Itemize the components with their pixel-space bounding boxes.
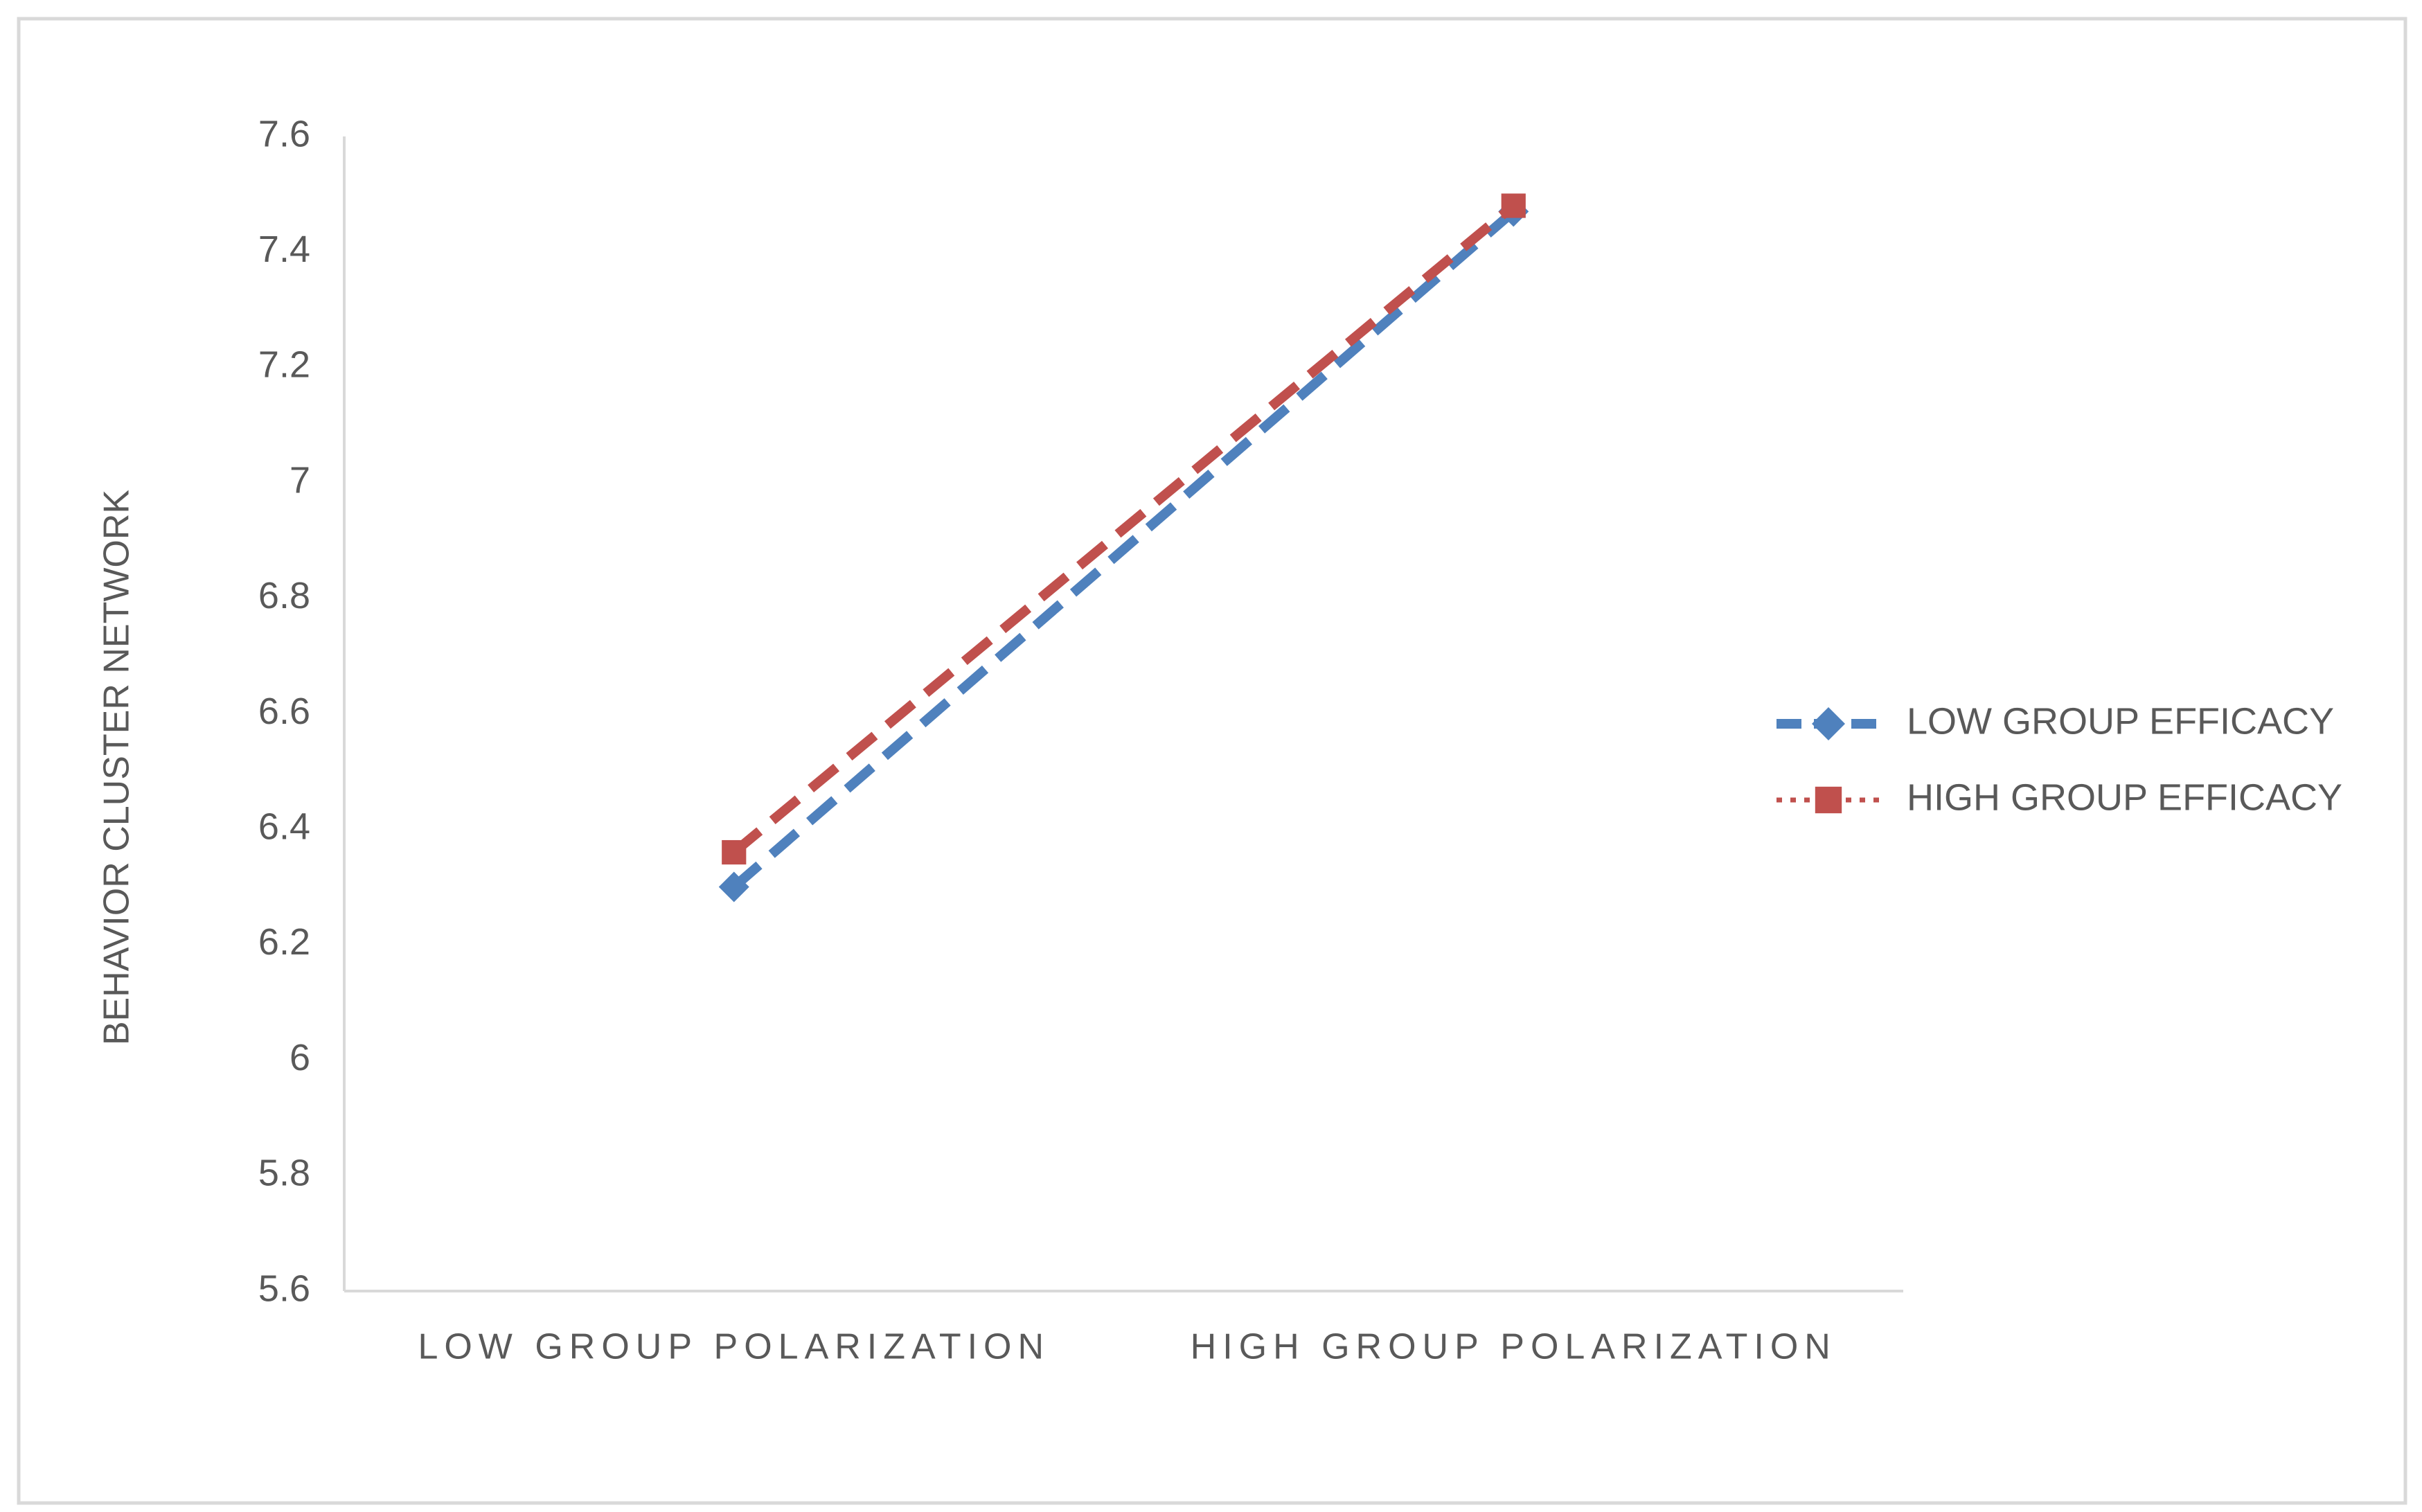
y-tick-label: 7.2	[258, 344, 310, 386]
y-tick-label: 5.6	[258, 1268, 310, 1309]
y-tick-label: 5.8	[258, 1153, 310, 1194]
legend-marker	[1815, 786, 1842, 814]
y-tick-label: 6	[290, 1037, 310, 1078]
y-tick-label: 7	[290, 459, 310, 501]
legend-label: HIGH GROUP EFFICACY	[1907, 776, 2342, 818]
marker	[722, 839, 747, 865]
marker	[718, 871, 749, 902]
legend-label: LOW GROUP EFFICACY	[1907, 700, 2334, 742]
x-tick-label: HIGH GROUP POLARIZATION	[1191, 1327, 1837, 1367]
x-tick-label: LOW GROUP POLARIZATION	[418, 1327, 1050, 1367]
y-axis-label: BEHAVIOR CLUSTER NETWORK	[97, 490, 137, 1046]
y-tick-label: 7.4	[258, 229, 310, 270]
chart-border	[17, 17, 2407, 1505]
series-line	[731, 208, 1517, 891]
legend-marker	[1812, 707, 1845, 740]
y-tick-label: 7.6	[258, 113, 310, 154]
y-tick-label: 6.4	[258, 806, 310, 847]
series-line	[731, 202, 1517, 856]
y-tick-label: 6.2	[258, 921, 310, 963]
y-tick-label: 6.8	[258, 575, 310, 616]
y-tick-label: 6.6	[258, 691, 310, 732]
marker	[1501, 193, 1526, 218]
